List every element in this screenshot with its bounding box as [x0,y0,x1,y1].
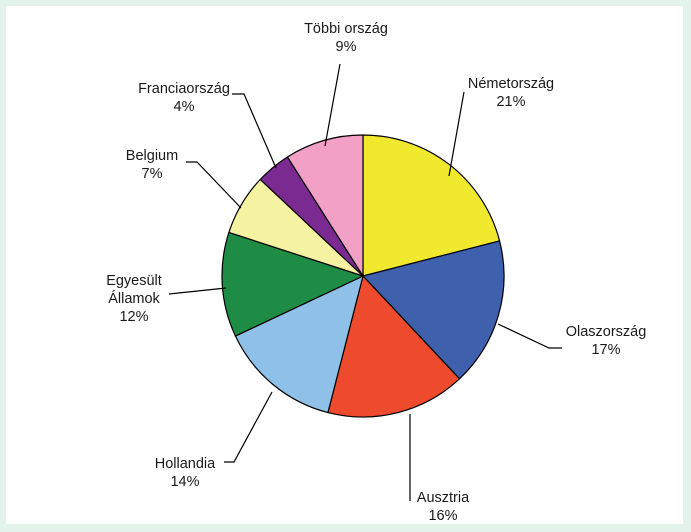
leader-line-belgium [186,161,242,209]
slice-label-nemetorszag: Németország 21% [468,76,554,110]
slice-name: Egyesült [106,273,162,289]
slice-label-belgium: Belgium 7% [126,148,178,182]
slice-label-hollandia: Hollandia 14% [155,456,216,490]
slice-percent: 12% [119,309,148,325]
slice-name: Belgium [126,148,178,164]
slice-name: Olaszország [566,324,647,340]
leader-line-tobbi-orszag [324,63,341,147]
slice-name: Többi ország [304,21,388,37]
leader-line-hollandia [224,391,273,463]
pie-slice-egyesult-allamok [221,231,364,337]
slice-label-ausztria: Ausztria 16% [417,490,470,524]
pie-slice-nemetorszag [362,134,501,277]
slice-percent: 4% [174,99,195,115]
leader-line-egyesult-allamok [168,287,227,295]
slice-label-egyesult-allamok: Egyesült Államok 12% [106,273,162,325]
slice-name: Németország [468,76,554,92]
slice-name: Államok [108,290,160,307]
leader-line-franciaorszag [232,93,277,169]
slice-name: Franciaország [138,81,230,97]
slice-percent: 21% [496,94,525,110]
slice-name: Ausztria [417,490,470,506]
slice-label-franciaorszag: Franciaország 4% [138,81,230,115]
pie-slice-ausztria [327,275,461,418]
slice-percent: 16% [428,508,457,524]
pie-slice-hollandia [234,275,364,414]
pie-chart: Németország 21% Olaszország 17% Ausztria 16% H… [106,21,647,524]
leader-line-olaszorszag [497,323,562,349]
pie-slice-tobbi-orszag [286,134,364,277]
slice-percent: 17% [591,342,620,358]
pie-slice-olaszorszag [362,240,505,380]
slice-percent: 9% [336,39,357,55]
slice-label-tobbi-orszag: Többi ország 9% [304,21,388,55]
slice-percent: 14% [170,474,199,490]
slice-label-olaszorszag: Olaszország 17% [566,324,647,358]
slice-name: Hollandia [155,456,216,472]
chart-panel: Németország 21% Olaszország 17% Ausztria 16% H… [6,6,683,524]
leader-line-nemetorszag [448,91,465,177]
slice-percent: 7% [142,166,163,182]
